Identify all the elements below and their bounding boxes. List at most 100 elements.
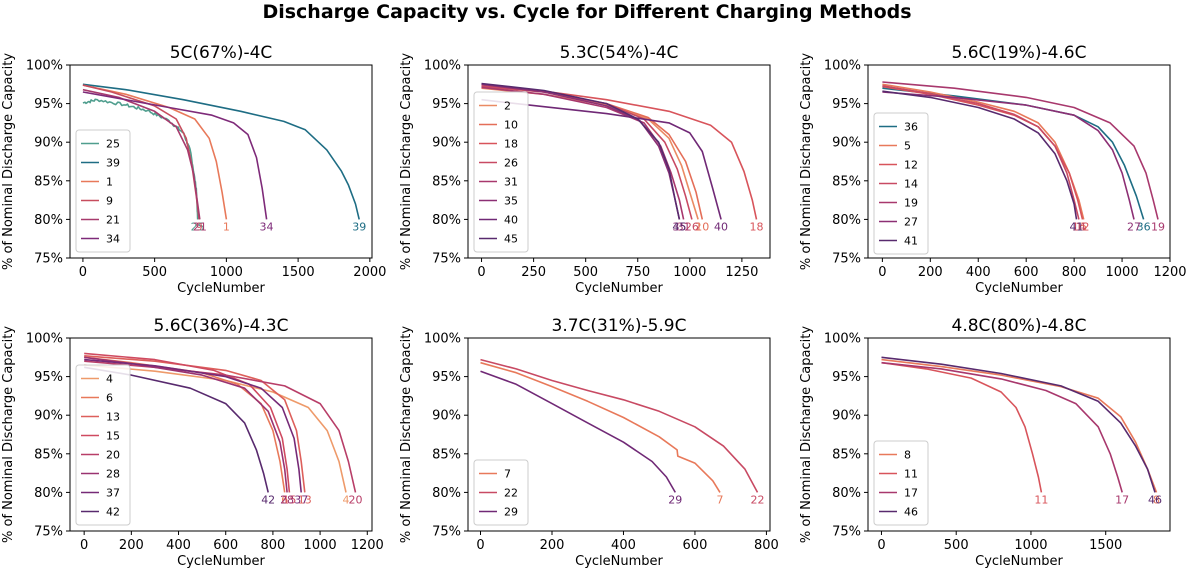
legend-label-45: 45 — [504, 233, 518, 246]
end-label-5: 5 — [1080, 220, 1087, 233]
series-line-17 — [881, 361, 1123, 493]
x-tick-label: 500 — [944, 538, 969, 553]
x-axis-label: CycleNumber — [575, 281, 663, 296]
y-tick-label: 85% — [432, 174, 461, 189]
series-group — [480, 358, 759, 493]
y-tick-label: 90% — [432, 136, 461, 151]
legend-label-19: 19 — [904, 197, 918, 210]
series-line-11 — [881, 361, 1043, 493]
y-tick-label: 90% — [432, 409, 461, 424]
legend-label-29: 29 — [504, 506, 518, 519]
x-tick-label: 250 — [521, 265, 546, 280]
chart-panel-6: 4.8C(80%)-4.8C 75% 80% 85% 90% 95% 100% 0 500 100… — [799, 316, 1171, 569]
y-tick-label: 80% — [432, 213, 461, 228]
end-label-14: 14 — [1072, 220, 1086, 233]
series-line-36 — [882, 87, 1145, 220]
x-tick-label: 1000 — [210, 265, 243, 280]
y-axis-label: % of Nominal Discharge Capacity — [1, 53, 16, 270]
y-tick-label: 75% — [34, 525, 63, 540]
y-tick-label: 75% — [832, 252, 861, 267]
legend-box — [75, 364, 131, 526]
end-label-10: 10 — [695, 220, 709, 233]
legend-label-25: 25 — [106, 138, 120, 151]
series-line-39 — [82, 83, 360, 220]
legend-label-34: 34 — [106, 233, 120, 246]
x-tick-label: 1500 — [282, 265, 315, 280]
series-line-19 — [882, 81, 1159, 220]
end-label-42: 42 — [261, 493, 275, 506]
y-tick-label: 75% — [432, 525, 461, 540]
legend-label-46: 46 — [904, 506, 918, 519]
y-axis-label: % of Nominal Discharge Capacity — [799, 326, 814, 543]
y-tick-label: 85% — [34, 447, 63, 462]
legend-label-9: 9 — [106, 195, 113, 208]
end-label-9: 9 — [196, 220, 203, 233]
x-tick-label: 1200 — [1153, 265, 1186, 280]
x-tick-label: 600 — [1014, 265, 1039, 280]
series-line-45 — [481, 82, 681, 220]
panel-title: 4.8C(80%)-4.8C — [952, 316, 1087, 336]
series-line-41 — [882, 90, 1078, 220]
end-label-12: 12 — [1076, 220, 1090, 233]
x-tick-label: 0 — [476, 538, 484, 553]
series-group — [82, 83, 360, 220]
series-group — [881, 356, 1158, 493]
series-line-29 — [480, 370, 676, 493]
legend-label-4: 4 — [106, 373, 113, 386]
legend-label-39: 39 — [106, 157, 120, 170]
y-tick-label: 80% — [832, 486, 861, 501]
y-tick-label: 95% — [432, 97, 461, 112]
end-label-31: 31 — [677, 220, 691, 233]
legend-label-6: 6 — [106, 392, 113, 405]
end-label-26: 26 — [685, 220, 699, 233]
series-group — [882, 81, 1159, 220]
y-tick-label: 90% — [832, 136, 861, 151]
panel-title: 5.6C(36%)-4.3C — [154, 316, 289, 336]
chart-panel-3: 5.6C(19%)-4.6C 75% 80% 85% 90% 95% 100% 0 200 400… — [799, 43, 1186, 296]
x-tick-label: 1000 — [673, 265, 706, 280]
x-tick-label: 200 — [540, 538, 565, 553]
legend-label-28: 28 — [106, 468, 120, 481]
end-label-17: 17 — [1115, 493, 1129, 506]
y-tick-label: 75% — [832, 525, 861, 540]
end-label-7: 7 — [716, 493, 723, 506]
y-tick-label: 75% — [34, 252, 63, 267]
end-label-46: 46 — [1148, 493, 1162, 506]
panel-title: 3.7C(31%)-5.9C — [552, 316, 687, 336]
x-tick-label: 1000 — [1014, 538, 1047, 553]
figure-title: Discharge Capacity vs. Cycle for Differe… — [262, 1, 911, 23]
end-label-2: 2 — [695, 220, 702, 233]
x-tick-label: 0 — [877, 538, 885, 553]
legend-box — [473, 459, 529, 526]
plot-frame — [867, 64, 1171, 259]
chart-panel-2: 5.3C(54%)-4C 75% 80% 85% 90% 95% 100% 0 250 500 75… — [399, 43, 771, 296]
x-axis-label: CycleNumber — [575, 554, 663, 569]
legend: 36 5 12 14 19 27 41 — [873, 112, 929, 255]
legend: 25 39 1 9 21 34 — [75, 129, 131, 253]
end-label-1: 1 — [223, 220, 230, 233]
end-label-4: 4 — [343, 493, 350, 506]
y-tick-label: 85% — [432, 447, 461, 462]
end-label-8: 8 — [1153, 493, 1160, 506]
legend-label-31: 31 — [504, 176, 518, 189]
x-axis-label: CycleNumber — [177, 554, 265, 569]
series-line-46 — [881, 356, 1156, 493]
legend-label-2: 2 — [504, 100, 511, 113]
y-tick-label: 95% — [832, 370, 861, 385]
x-tick-label: 0 — [80, 538, 88, 553]
series-line-40 — [481, 98, 722, 220]
legend-box — [473, 91, 529, 253]
y-tick-label: 100% — [824, 59, 861, 74]
legend-label-18: 18 — [504, 138, 518, 151]
series-line-37 — [84, 358, 302, 493]
legend-label-10: 10 — [504, 119, 518, 132]
legend: 4 6 13 15 20 28 37 42 — [75, 364, 131, 526]
legend-label-41: 41 — [904, 235, 918, 248]
legend-label-8: 8 — [904, 449, 911, 462]
legend-label-20: 20 — [106, 449, 120, 462]
y-axis-label: % of Nominal Discharge Capacity — [1, 326, 16, 543]
y-tick-label: 85% — [34, 174, 63, 189]
chart-panel-1: 5C(67%)-4C 75% 80% 85% 90% 95% 100% 0 500 1000 150… — [1, 43, 386, 296]
x-tick-label: 1250 — [725, 265, 758, 280]
